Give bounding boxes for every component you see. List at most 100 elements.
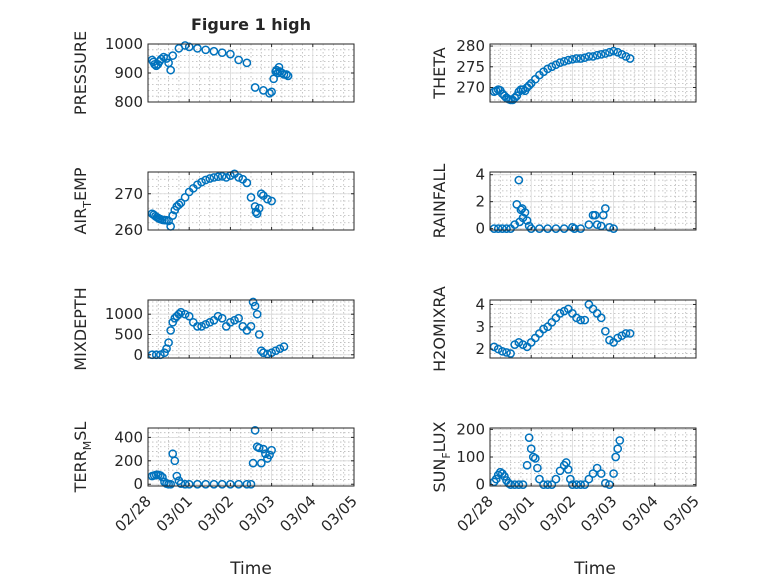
data-point bbox=[184, 42, 194, 52]
data-point bbox=[502, 224, 511, 234]
data-point bbox=[265, 88, 274, 98]
y-tick-label: 2 bbox=[475, 340, 485, 358]
data-point bbox=[184, 311, 194, 321]
data-point bbox=[502, 348, 511, 357]
data-point bbox=[283, 71, 293, 81]
data-point bbox=[164, 338, 173, 347]
data-point bbox=[617, 50, 627, 59]
y-axis: 800 900 1000 bbox=[105, 35, 354, 111]
x-axis-label-right: Time bbox=[573, 559, 616, 579]
data-point bbox=[242, 178, 252, 188]
data-point bbox=[609, 224, 618, 234]
y-axis-label: MIXDEPTH bbox=[71, 287, 90, 370]
data-point bbox=[596, 313, 606, 323]
data-point bbox=[568, 480, 577, 489]
axes-frame bbox=[489, 171, 697, 231]
data-point bbox=[275, 344, 285, 354]
data-point bbox=[267, 87, 276, 97]
data-point bbox=[176, 307, 186, 317]
data-point bbox=[514, 480, 524, 489]
y-tick-label: 275 bbox=[456, 58, 485, 76]
x-axis-label-left: Time bbox=[229, 559, 272, 579]
data-point bbox=[180, 193, 190, 202]
data-point bbox=[576, 54, 585, 63]
y-axis: 0 100 200 bbox=[456, 420, 696, 494]
data-point bbox=[279, 342, 289, 351]
data-points bbox=[147, 41, 293, 98]
data-points bbox=[489, 300, 635, 358]
axes-frame bbox=[147, 427, 355, 487]
y-tick-label: 100 bbox=[456, 448, 485, 466]
y-axis: 0 200 400 bbox=[114, 428, 354, 493]
data-point bbox=[510, 480, 520, 489]
data-point bbox=[547, 62, 557, 72]
data-point bbox=[156, 54, 166, 64]
y-tick-label: 4 bbox=[475, 166, 485, 184]
data-point bbox=[180, 309, 190, 319]
data-point bbox=[252, 209, 262, 219]
data-point bbox=[563, 465, 573, 474]
x-axis bbox=[147, 300, 355, 358]
data-point bbox=[246, 322, 256, 331]
subplot-4: 0 2 4 RAINFALL bbox=[430, 164, 697, 238]
data-point bbox=[512, 91, 522, 101]
y-tick-label: 270 bbox=[456, 79, 485, 97]
data-point bbox=[158, 472, 167, 482]
data-point bbox=[524, 433, 534, 443]
y-axis: 0 500 1000 bbox=[105, 305, 354, 364]
data-point bbox=[246, 193, 256, 202]
data-point bbox=[205, 174, 215, 183]
data-point bbox=[590, 210, 600, 220]
data-point bbox=[498, 224, 507, 234]
data-points bbox=[489, 175, 618, 234]
data-point bbox=[533, 463, 542, 473]
data-point bbox=[498, 346, 507, 356]
y-label-subscript: F bbox=[440, 452, 453, 458]
y-label-subscript: T bbox=[81, 201, 94, 209]
data-point bbox=[259, 348, 268, 358]
data-point bbox=[234, 173, 243, 182]
data-point bbox=[166, 65, 176, 75]
data-points bbox=[147, 425, 276, 489]
y-label-rest: EMP bbox=[71, 167, 90, 201]
data-point bbox=[601, 326, 610, 336]
data-point bbox=[265, 450, 274, 460]
data-point bbox=[242, 479, 252, 489]
data-point bbox=[201, 175, 211, 185]
data-point bbox=[605, 222, 614, 232]
y-label-subscript: M bbox=[81, 441, 94, 451]
data-point bbox=[246, 479, 256, 489]
data-point bbox=[180, 479, 190, 489]
data-point bbox=[234, 55, 243, 65]
y-axis-label: TERRMSL bbox=[71, 422, 94, 494]
data-point bbox=[170, 456, 180, 466]
data-point bbox=[205, 317, 215, 327]
data-point bbox=[572, 54, 581, 63]
data-point bbox=[248, 458, 258, 468]
data-point bbox=[252, 309, 262, 319]
data-point bbox=[261, 449, 270, 459]
y-label-rest: LUX bbox=[430, 421, 449, 452]
data-point bbox=[543, 64, 553, 74]
data-point bbox=[559, 57, 569, 66]
subplot-3: 260 270 AIRTEMP bbox=[71, 167, 355, 239]
data-point bbox=[282, 70, 291, 79]
data-point bbox=[201, 45, 211, 55]
data-point bbox=[209, 46, 219, 56]
y-label-main: AIR bbox=[71, 208, 90, 235]
figure-title: Figure 1 high bbox=[191, 15, 311, 34]
data-point bbox=[493, 224, 503, 234]
data-point bbox=[166, 326, 176, 335]
data-point bbox=[518, 480, 528, 489]
data-point bbox=[601, 204, 610, 213]
data-point bbox=[180, 41, 190, 50]
data-point bbox=[506, 349, 515, 358]
axes-frame bbox=[147, 299, 355, 359]
y-axis-label: THETA bbox=[430, 47, 449, 99]
data-point bbox=[584, 52, 594, 61]
data-point bbox=[226, 479, 235, 489]
data-point bbox=[565, 474, 575, 484]
y-label-rest: SL bbox=[71, 422, 90, 441]
y-tick-label: 270 bbox=[114, 185, 143, 203]
